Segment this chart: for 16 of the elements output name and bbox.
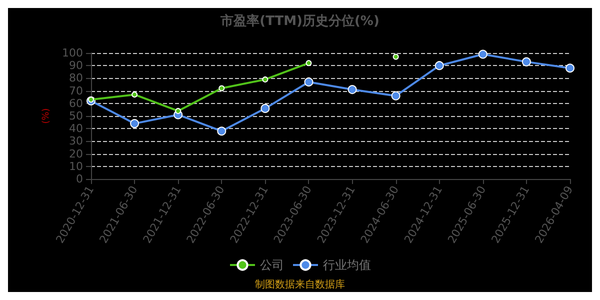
y-tick-label: 90	[69, 59, 83, 72]
y-tick-label: 40	[69, 122, 83, 136]
y-tick-label: 0	[76, 172, 83, 186]
y-tick-label: 80	[69, 72, 83, 85]
legend-label: 公司	[260, 258, 284, 272]
y-tick-label: 60	[69, 96, 83, 110]
y-tick-label: 20	[69, 147, 83, 160]
chart-title: 市盈率(TTM)历史分位(%)	[220, 13, 380, 29]
y-axis-title: (%)	[42, 108, 52, 124]
y-tick-label: 30	[69, 134, 83, 148]
y-tick-label: 10	[69, 160, 83, 173]
legend-label: 行业均值	[323, 258, 371, 272]
y-tick-label: 100	[62, 46, 83, 60]
y-tick-label: 50	[69, 110, 83, 122]
y-tick-label: 70	[69, 84, 83, 98]
text: 制图数据来自数据库	[255, 278, 345, 290]
